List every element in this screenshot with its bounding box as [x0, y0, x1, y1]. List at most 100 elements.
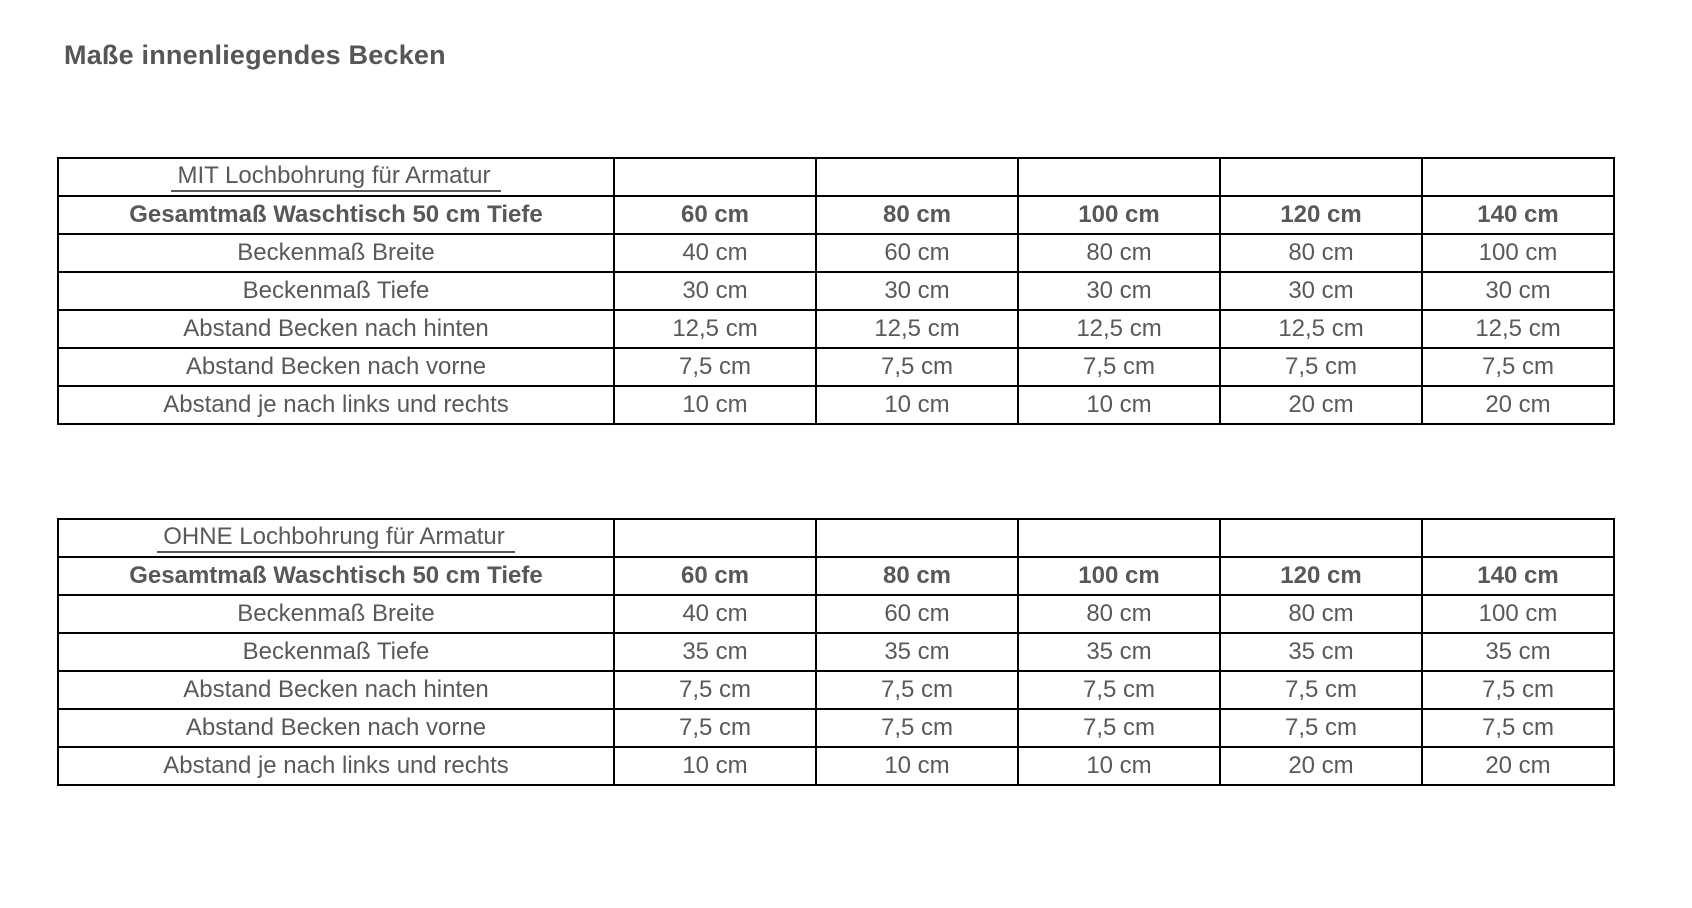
table-mit-lochbohrung: MIT Lochbohrung für Armatur Gesamtmaß Wa…: [57, 157, 1615, 425]
value-cell: 60 cm: [815, 594, 1019, 634]
row-label: Beckenmaß Tiefe: [57, 271, 615, 311]
value-cell: 40 cm: [613, 233, 817, 273]
column-header: 80 cm: [815, 195, 1019, 235]
value-cell: 35 cm: [815, 632, 1019, 672]
value-cell: 30 cm: [1219, 271, 1423, 311]
value-cell: 30 cm: [1017, 271, 1221, 311]
value-cell: 7,5 cm: [815, 708, 1019, 748]
value-cell: 30 cm: [815, 271, 1019, 311]
column-header: 100 cm: [1017, 556, 1221, 596]
column-header: 80 cm: [815, 556, 1019, 596]
column-header: 140 cm: [1421, 195, 1615, 235]
value-cell: 12,5 cm: [1017, 309, 1221, 349]
table-row: Abstand Becken nach vorne 7,5 cm 7,5 cm …: [57, 708, 1615, 748]
column-header: 60 cm: [613, 195, 817, 235]
row-label: Beckenmaß Tiefe: [57, 632, 615, 672]
empty-cell: [1219, 518, 1423, 558]
value-cell: 12,5 cm: [1219, 309, 1423, 349]
table-row: Beckenmaß Tiefe 30 cm 30 cm 30 cm 30 cm …: [57, 271, 1615, 311]
value-cell: 20 cm: [1421, 746, 1615, 786]
value-cell: 7,5 cm: [1017, 347, 1221, 387]
value-cell: 12,5 cm: [1421, 309, 1615, 349]
value-cell: 10 cm: [613, 746, 817, 786]
column-header: 140 cm: [1421, 556, 1615, 596]
row-label: Abstand Becken nach vorne: [57, 347, 615, 387]
value-cell: 20 cm: [1219, 746, 1423, 786]
value-cell: 35 cm: [1421, 632, 1615, 672]
value-cell: 10 cm: [815, 746, 1019, 786]
empty-cell: [1421, 518, 1615, 558]
table-row: Abstand Becken nach hinten 7,5 cm 7,5 cm…: [57, 670, 1615, 710]
table-heading: OHNE Lochbohrung für Armatur: [57, 518, 615, 558]
table-row: Beckenmaß Tiefe 35 cm 35 cm 35 cm 35 cm …: [57, 632, 1615, 672]
value-cell: 7,5 cm: [613, 670, 817, 710]
empty-cell: [613, 157, 817, 197]
row-label: Abstand je nach links und rechts: [57, 746, 615, 786]
page-title: Maße innenliegendes Becken: [64, 40, 446, 70]
table-row: Beckenmaß Breite 40 cm 60 cm 80 cm 80 cm…: [57, 233, 1615, 273]
column-header: 60 cm: [613, 556, 817, 596]
value-cell: 10 cm: [1017, 746, 1221, 786]
value-cell: 7,5 cm: [1219, 670, 1423, 710]
value-cell: 7,5 cm: [1017, 670, 1221, 710]
row-label: Abstand Becken nach hinten: [57, 309, 615, 349]
value-cell: 7,5 cm: [1421, 347, 1615, 387]
value-cell: 7,5 cm: [1219, 347, 1423, 387]
value-cell: 7,5 cm: [613, 347, 817, 387]
value-cell: 7,5 cm: [1219, 708, 1423, 748]
value-cell: 7,5 cm: [1421, 708, 1615, 748]
table-heading: MIT Lochbohrung für Armatur: [57, 157, 615, 197]
value-cell: 10 cm: [815, 385, 1019, 425]
empty-cell: [815, 518, 1019, 558]
column-header-row: Gesamtmaß Waschtisch 50 cm Tiefe 60 cm 8…: [57, 556, 1615, 596]
value-cell: 80 cm: [1017, 594, 1221, 634]
value-cell: 60 cm: [815, 233, 1019, 273]
value-cell: 10 cm: [1017, 385, 1221, 425]
value-cell: 80 cm: [1219, 233, 1423, 273]
empty-cell: [1421, 157, 1615, 197]
value-cell: 35 cm: [613, 632, 817, 672]
empty-cell: [1017, 157, 1221, 197]
value-cell: 7,5 cm: [613, 708, 817, 748]
value-cell: 7,5 cm: [815, 347, 1019, 387]
row-label: Abstand Becken nach vorne: [57, 708, 615, 748]
value-cell: 80 cm: [1017, 233, 1221, 273]
value-cell: 20 cm: [1219, 385, 1423, 425]
value-cell: 40 cm: [613, 594, 817, 634]
value-cell: 35 cm: [1219, 632, 1423, 672]
value-cell: 20 cm: [1421, 385, 1615, 425]
empty-cell: [815, 157, 1019, 197]
value-cell: 30 cm: [613, 271, 817, 311]
empty-cell: [613, 518, 817, 558]
table-row: Beckenmaß Breite 40 cm 60 cm 80 cm 80 cm…: [57, 594, 1615, 634]
value-cell: 100 cm: [1421, 233, 1615, 273]
value-cell: 12,5 cm: [613, 309, 817, 349]
empty-cell: [1219, 157, 1423, 197]
value-cell: 100 cm: [1421, 594, 1615, 634]
value-cell: 10 cm: [613, 385, 817, 425]
value-cell: 12,5 cm: [815, 309, 1019, 349]
value-cell: 7,5 cm: [1421, 670, 1615, 710]
table-row: Abstand je nach links und rechts 10 cm 1…: [57, 385, 1615, 425]
row-label: Abstand Becken nach hinten: [57, 670, 615, 710]
row-label: Gesamtmaß Waschtisch 50 cm Tiefe: [57, 556, 615, 596]
table-heading-row: OHNE Lochbohrung für Armatur: [57, 518, 1615, 558]
row-label: Gesamtmaß Waschtisch 50 cm Tiefe: [57, 195, 615, 235]
column-header: 120 cm: [1219, 195, 1423, 235]
table-row: Abstand Becken nach vorne 7,5 cm 7,5 cm …: [57, 347, 1615, 387]
value-cell: 7,5 cm: [815, 670, 1019, 710]
empty-cell: [1017, 518, 1221, 558]
table-heading-row: MIT Lochbohrung für Armatur: [57, 157, 1615, 197]
table-ohne-lochbohrung: OHNE Lochbohrung für Armatur Gesamtmaß W…: [57, 518, 1615, 786]
column-header: 120 cm: [1219, 556, 1423, 596]
value-cell: 30 cm: [1421, 271, 1615, 311]
table-row: Abstand Becken nach hinten 12,5 cm 12,5 …: [57, 309, 1615, 349]
value-cell: 80 cm: [1219, 594, 1423, 634]
row-label: Abstand je nach links und rechts: [57, 385, 615, 425]
row-label: Beckenmaß Breite: [57, 233, 615, 273]
value-cell: 7,5 cm: [1017, 708, 1221, 748]
column-header-row: Gesamtmaß Waschtisch 50 cm Tiefe 60 cm 8…: [57, 195, 1615, 235]
value-cell: 35 cm: [1017, 632, 1221, 672]
column-header: 100 cm: [1017, 195, 1221, 235]
